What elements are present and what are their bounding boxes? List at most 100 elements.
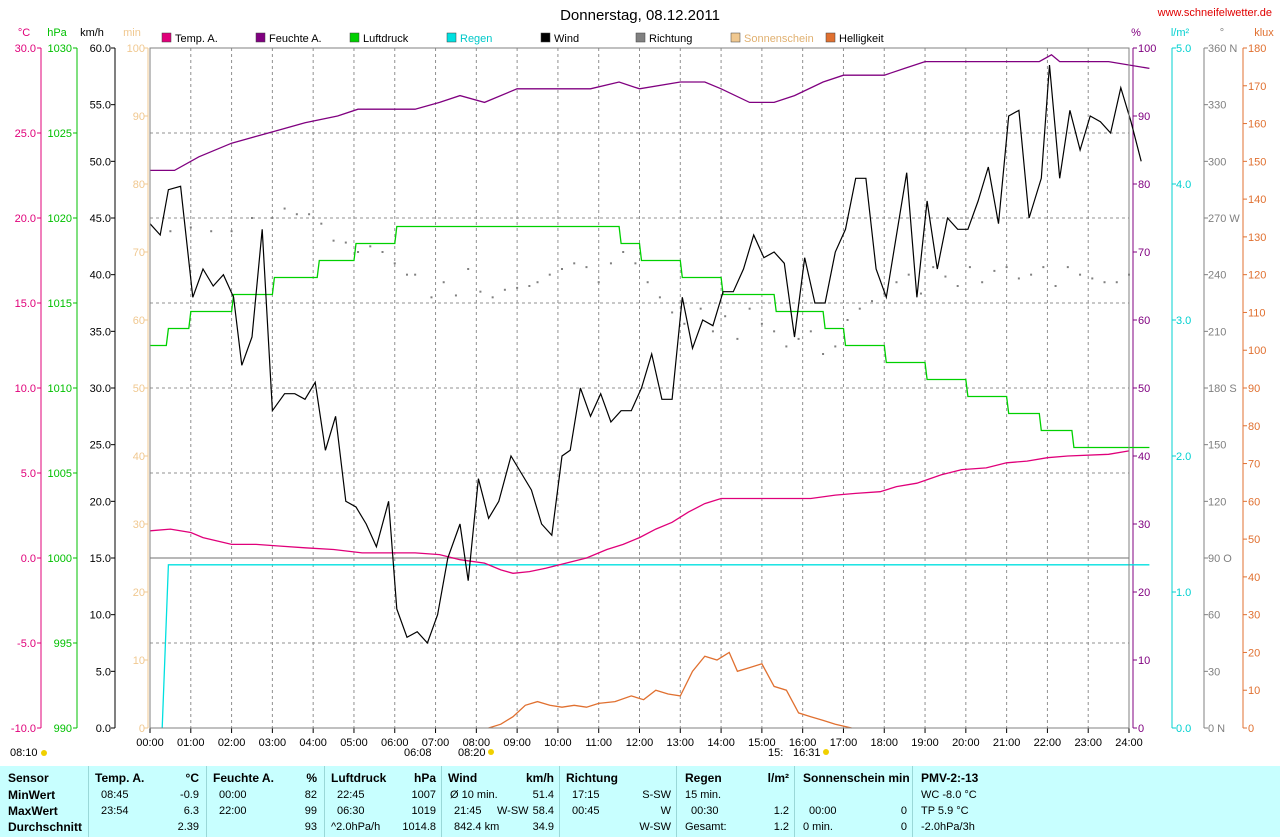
time-tick-label: 15:00: [748, 737, 776, 749]
stats-sensor: Sensor MinWert MaxWert Durchschnitt: [0, 766, 88, 837]
legend-label: Feuchte A.: [269, 33, 322, 45]
rain-unit-label: l/m²: [1171, 27, 1190, 39]
direction-point: [491, 296, 494, 299]
direction-min: S-SW: [642, 789, 671, 801]
grid-lines: [150, 48, 1129, 728]
pressure-unit: hPa: [413, 771, 436, 785]
wind-tick-label: 40.0: [90, 270, 111, 282]
wind-tick-label: 20.0: [90, 496, 111, 508]
time-tick-label: 23:00: [1074, 737, 1102, 749]
series-layer: [149, 54, 1150, 729]
humidity-tick-label: 40: [1138, 451, 1150, 463]
humidity-max-time: 22:00: [219, 805, 247, 817]
direction-tick-label: 270 W: [1208, 213, 1240, 225]
wind-tick-label: 15.0: [90, 553, 111, 565]
temp-tick-label: 25.0: [15, 128, 36, 140]
axis-unit-labels: °C hPa km/h min% l/m² ° klux: [18, 27, 1274, 39]
direction-min-time: 17:15: [572, 789, 600, 801]
temp-unit: °C: [185, 771, 199, 785]
wind-tick-label: 25.0: [90, 440, 111, 452]
direction-point: [699, 307, 702, 310]
sunshine-tick-label: 80: [133, 179, 145, 191]
direction-point: [320, 222, 323, 225]
direction-point: [454, 294, 457, 297]
direction-tick-label: 60: [1208, 610, 1220, 622]
series-feuchte-a: [150, 54, 1150, 172]
statistics-panel: Sensor MinWert MaxWert Durchschnitt Temp…: [0, 766, 1280, 837]
pressure-tick-label: 1010: [48, 383, 72, 395]
direction-tick-label: 240: [1208, 270, 1226, 282]
legend-label: Helligkeit: [839, 33, 884, 45]
left-axes: 30.025.020.015.010.05.00.0-5.0-10.010301…: [11, 43, 149, 735]
direction-point: [503, 288, 506, 291]
direction-point: [748, 307, 751, 310]
time-tick-label: 13:00: [667, 737, 695, 749]
legend-label: Regen: [460, 33, 492, 45]
direction-point: [442, 281, 445, 284]
pressure-tick-label: 1015: [48, 298, 72, 310]
legend-swatch: [540, 32, 551, 43]
brightness-tick-label: 110: [1248, 307, 1266, 319]
direction-point: [932, 266, 935, 269]
time-tick-label: 06:00: [381, 737, 409, 749]
chart-title: Donnerstag, 08.12.2011: [560, 7, 720, 24]
rain-interval: 15 min.: [685, 789, 722, 801]
direction-point: [357, 251, 360, 253]
brightness-tick-label: 90: [1248, 383, 1260, 395]
humidity-header: Feuchte A.: [213, 771, 274, 785]
pmv-windchill: WC -8.0 °C: [921, 789, 977, 801]
direction-point: [405, 273, 408, 276]
stats-pmv: PMV-2:-13 WC -8.0 °C TP 5.9 °C -2.0hPa/3…: [912, 766, 1280, 837]
direction-point: [1054, 285, 1057, 287]
moonset-time: 15:: [768, 747, 783, 759]
time-tick-label: 22:00: [1034, 737, 1062, 749]
sunrise-time: 08:20: [458, 747, 486, 759]
legend-item: Sonnenschein: [730, 32, 814, 45]
direction-point: [516, 286, 519, 289]
wind-tick-label: 0.0: [96, 723, 111, 735]
time-tick-label: 18:00: [870, 737, 898, 749]
sunset-time: 16:31: [793, 747, 821, 759]
pmv-dewpoint: TP 5.9 °C: [921, 805, 969, 817]
pressure-trend: ^2.0hPa/h: [331, 821, 381, 833]
direction-tick-label: 120: [1208, 496, 1226, 508]
direction-point: [822, 353, 825, 355]
sunshine-tick-label: 0: [139, 723, 145, 735]
brightness-tick-label: 60: [1248, 496, 1260, 508]
humidity-tick-label: 10: [1138, 655, 1150, 667]
direction-point: [189, 226, 192, 229]
rain-max: 1.2: [773, 805, 789, 817]
legend-item: Feuchte A.: [255, 32, 322, 45]
time-tick-label: 02:00: [218, 737, 246, 749]
brightness-tick-label: 0: [1248, 723, 1254, 735]
sun-icon-sunrise: [488, 749, 494, 755]
temp-tick-label: 30.0: [15, 43, 36, 55]
time-tick-label: 19:00: [911, 737, 939, 749]
temp-max: 6.3: [183, 805, 199, 817]
direction-tick-label: 90 O: [1208, 553, 1232, 565]
stats-humidity: Feuchte A. % 00:00 82 22:00 99 93: [206, 766, 325, 837]
website-label[interactable]: www.schneifelwetter.de: [1157, 7, 1272, 19]
sunshine-header: Sonnenschein min: [803, 771, 910, 785]
wind-header: Wind: [448, 771, 478, 785]
pressure-tick-label: 995: [54, 638, 72, 650]
direction-point: [956, 285, 959, 287]
pressure-unit-label: hPa: [47, 27, 67, 39]
direction-point: [834, 345, 837, 348]
legend-label: Luftdruck: [363, 33, 409, 45]
brightness-tick-label: 70: [1248, 459, 1260, 471]
direction-point: [283, 207, 286, 210]
direction-point: [724, 315, 727, 318]
series-wind: [149, 64, 1142, 645]
humidity-unit: %: [306, 771, 317, 785]
pressure-min: 1007: [411, 789, 436, 801]
wind-min: 51.4: [532, 789, 554, 801]
direction-point: [230, 230, 233, 233]
direction-point: [846, 319, 849, 321]
direction-point: [919, 292, 922, 295]
direction-point: [871, 300, 874, 303]
humidity-min: 82: [304, 789, 317, 801]
humidity-tick-label: 100: [1138, 43, 1156, 55]
direction-point: [711, 330, 714, 333]
direction-max-time: 00:45: [572, 805, 600, 817]
